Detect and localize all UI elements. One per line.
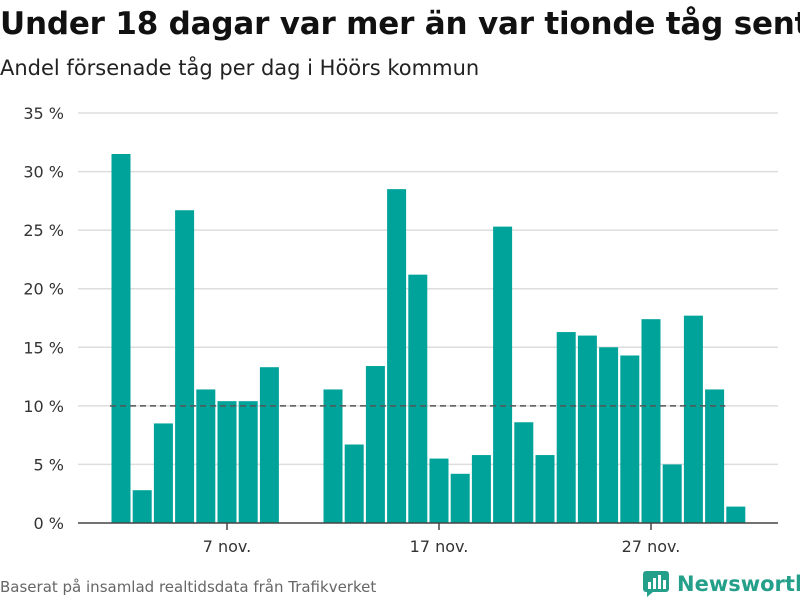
newsworthy-logo[interactable]: Newsworthy bbox=[643, 568, 800, 600]
y-tick-label: 10 % bbox=[23, 397, 64, 416]
source-footer: Baserat på insamlad realtidsdata från Tr… bbox=[0, 578, 377, 596]
bar bbox=[111, 154, 131, 523]
bar bbox=[514, 422, 534, 523]
grid-lines bbox=[78, 112, 778, 466]
bar bbox=[365, 366, 385, 523]
bar bbox=[556, 332, 576, 523]
y-tick-label: 30 % bbox=[23, 163, 64, 182]
y-tick-label: 0 % bbox=[34, 514, 64, 533]
newsworthy-logo-text: Newsworthy bbox=[677, 572, 800, 596]
bar bbox=[493, 226, 513, 523]
bar bbox=[620, 355, 640, 523]
bar bbox=[132, 490, 152, 523]
bar bbox=[153, 423, 173, 523]
bar bbox=[705, 389, 725, 523]
bar bbox=[450, 473, 470, 523]
y-tick-labels: 0 % 5 % 10 % 15 % 20 % 25 % 30 % 35 % bbox=[23, 104, 64, 533]
bar bbox=[641, 319, 661, 523]
bars bbox=[111, 154, 746, 523]
bar bbox=[196, 389, 216, 523]
bar bbox=[683, 315, 703, 523]
bar bbox=[175, 210, 195, 523]
y-tick-label: 20 % bbox=[23, 280, 64, 299]
bar bbox=[599, 347, 619, 523]
bar-chart: 0 % 5 % 10 % 15 % 20 % 25 % 30 % 35 % 7 nov. 17 … bbox=[23, 104, 778, 556]
y-tick-label: 25 % bbox=[23, 221, 64, 240]
chart-subtitle: Andel försenade tåg per dag i Höörs komm… bbox=[0, 56, 480, 80]
bar bbox=[662, 464, 682, 523]
bar bbox=[344, 444, 364, 523]
bar bbox=[323, 389, 343, 523]
x-tick-label: 7 nov. bbox=[203, 537, 252, 556]
x-tick-label: 17 nov. bbox=[410, 537, 469, 556]
bar bbox=[238, 401, 258, 523]
bar bbox=[387, 189, 407, 523]
bar bbox=[408, 274, 428, 523]
y-tick-label: 15 % bbox=[23, 338, 64, 357]
y-tick-label: 5 % bbox=[34, 455, 64, 474]
x-tick-labels: 7 nov. 17 nov. 27 nov. bbox=[203, 523, 681, 556]
x-tick-label: 27 nov. bbox=[622, 537, 681, 556]
bar bbox=[535, 455, 555, 523]
bar bbox=[259, 367, 279, 523]
bar bbox=[577, 335, 597, 523]
bar bbox=[726, 506, 746, 523]
chart-title: Under 18 dagar var mer än var tionde tåg… bbox=[0, 6, 800, 42]
bar bbox=[217, 401, 237, 523]
bar bbox=[471, 455, 491, 523]
bar bbox=[429, 458, 449, 523]
newsworthy-logo-icon bbox=[643, 571, 669, 597]
y-tick-label: 35 % bbox=[23, 104, 64, 123]
